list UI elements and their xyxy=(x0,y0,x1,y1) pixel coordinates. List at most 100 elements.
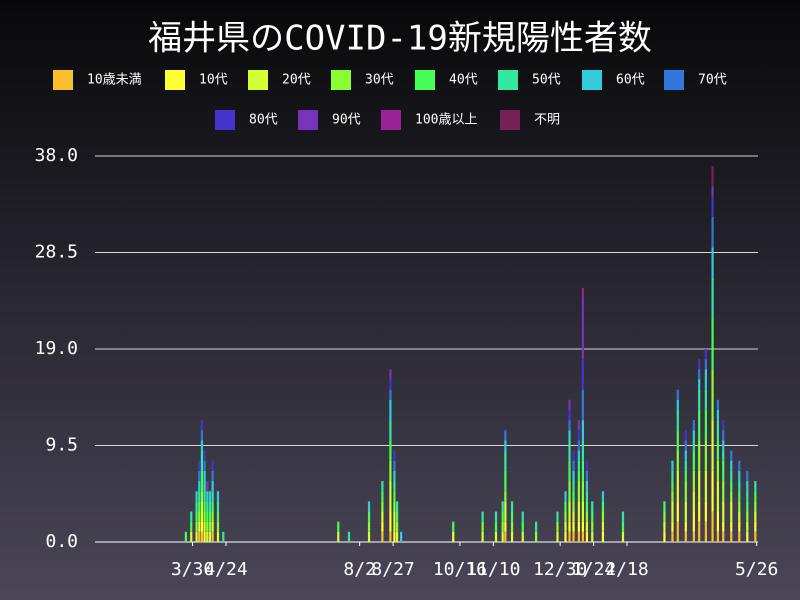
bar-segment xyxy=(722,420,725,431)
bar-segment xyxy=(381,531,384,542)
bar-segment xyxy=(208,491,212,502)
legend-label: 70代 xyxy=(698,73,727,88)
bar-segment xyxy=(389,481,392,512)
bar-segment xyxy=(698,501,701,522)
bar-segment xyxy=(367,521,371,532)
bar-segment xyxy=(577,470,580,482)
bar-segment xyxy=(572,511,575,522)
bar-segment xyxy=(698,440,701,471)
bar-segment xyxy=(722,501,725,522)
bar-segment xyxy=(577,521,580,532)
bar-segment xyxy=(198,481,201,492)
bar-segment xyxy=(501,531,504,542)
bar-segment xyxy=(671,491,674,502)
bar-segment xyxy=(208,501,212,512)
bar-segment xyxy=(216,491,220,502)
bar-segment xyxy=(206,531,209,542)
x-tick-label: 8/2 xyxy=(343,559,376,580)
bar-segment xyxy=(716,460,719,482)
bar-segment xyxy=(698,369,701,380)
legend-label: 30代 xyxy=(365,73,394,88)
bar-segment xyxy=(203,481,206,502)
bar-segment xyxy=(389,440,392,461)
bar-segment xyxy=(692,511,695,532)
y-tick-label: 28.5 xyxy=(35,242,78,263)
legend-swatch xyxy=(53,70,73,90)
bar-segment xyxy=(577,501,580,522)
bar-segment xyxy=(676,470,679,502)
bar-segment xyxy=(393,491,396,502)
bar-segment xyxy=(698,389,701,410)
bar-segment xyxy=(684,450,687,461)
bar-segment xyxy=(572,501,575,512)
bar-segment xyxy=(722,521,725,532)
bar-segment xyxy=(389,379,392,390)
bar-segment xyxy=(730,501,733,522)
bar-segment xyxy=(389,399,392,421)
chart-title: 福井県のCOVID-19新規陽性者数 xyxy=(148,19,652,59)
bar-segment xyxy=(585,460,589,471)
bar-segment xyxy=(577,450,580,461)
legend-swatch xyxy=(664,70,684,90)
bar-segment xyxy=(581,460,584,482)
bar-segment xyxy=(577,420,580,431)
y-tick-label: 0.0 xyxy=(45,531,78,552)
bar-segment xyxy=(504,430,507,441)
bar-segment xyxy=(704,349,707,360)
bar-segment xyxy=(389,460,392,482)
bar-segment xyxy=(481,511,484,522)
bar-segment xyxy=(367,531,371,542)
bar-segment xyxy=(581,389,584,421)
bar-segment xyxy=(381,501,384,512)
bar-segment xyxy=(577,481,580,502)
bar-segment xyxy=(684,481,687,502)
bar-segment xyxy=(521,531,524,542)
legend-label: 100歳以上 xyxy=(415,113,477,128)
bar-segment xyxy=(195,501,198,512)
bar-segment xyxy=(568,531,571,542)
bar-segment xyxy=(722,481,725,502)
bar-segment xyxy=(730,460,733,471)
legend-label: 80代 xyxy=(249,113,278,128)
bar-segment xyxy=(211,470,214,482)
bar-segment xyxy=(577,531,580,542)
bar-segment xyxy=(381,491,384,502)
bar-segment xyxy=(494,531,498,542)
bar-segment xyxy=(216,521,220,532)
x-tick-label: 12/30 xyxy=(533,559,587,580)
bar-segment xyxy=(206,501,209,512)
bar-segment xyxy=(203,450,206,461)
bar-segment xyxy=(389,389,392,400)
bar-segment xyxy=(568,501,571,522)
bar-segment xyxy=(716,440,719,461)
bar-segment xyxy=(738,481,741,492)
bar-segment xyxy=(746,521,749,532)
bar-segment xyxy=(581,288,584,299)
bar-segment xyxy=(746,491,749,502)
bar-segment xyxy=(738,511,741,522)
legend-label: 50代 xyxy=(532,73,561,88)
bar-segment xyxy=(568,440,571,461)
bar-segment xyxy=(671,470,674,482)
legend-swatch xyxy=(248,70,268,90)
bar-segment xyxy=(337,521,340,532)
bar-segment xyxy=(585,470,589,482)
bar-segment xyxy=(730,531,733,542)
bar-segment xyxy=(621,531,625,542)
bar-segment xyxy=(754,521,757,532)
bar-segment xyxy=(754,491,757,502)
bar-segment xyxy=(716,409,719,421)
bar-segment xyxy=(216,511,220,522)
bar-segment xyxy=(730,481,733,492)
bar-segment xyxy=(556,511,559,522)
bar-segment xyxy=(738,531,741,542)
bar-segment xyxy=(198,491,201,502)
bar-segment xyxy=(692,470,695,492)
bar-segment xyxy=(581,420,584,441)
bar-segment xyxy=(684,521,687,532)
bar-segment xyxy=(711,277,714,319)
bar-segment xyxy=(698,379,701,390)
bar-segment xyxy=(203,470,206,482)
bar-segment xyxy=(395,521,399,532)
